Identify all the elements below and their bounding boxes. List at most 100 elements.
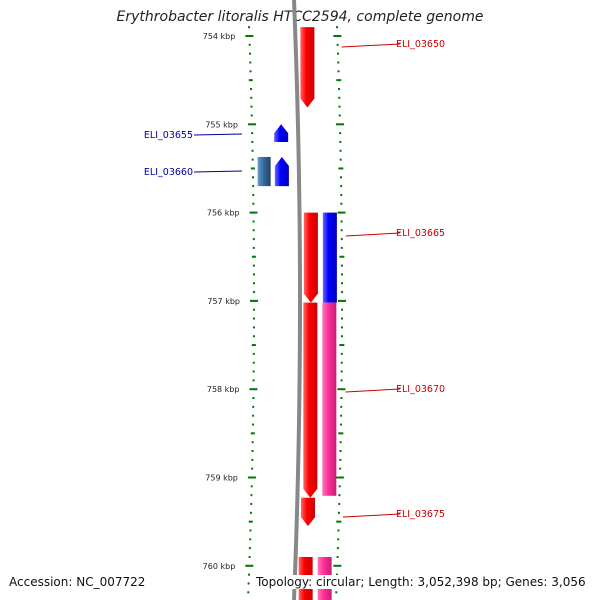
left-tick xyxy=(249,388,258,391)
right-tick xyxy=(335,591,338,594)
right-tick xyxy=(333,564,342,567)
left-tick xyxy=(245,35,254,37)
right-tick xyxy=(339,140,342,143)
left-tick xyxy=(249,511,252,514)
left-tick xyxy=(251,176,254,179)
left-tick xyxy=(251,140,254,143)
right-tick xyxy=(338,167,344,170)
left-tick xyxy=(251,467,254,470)
left-tick xyxy=(251,255,256,258)
gene-label[interactable]: ELI_03675 xyxy=(396,509,445,520)
gene-arrow-reverse[interactable] xyxy=(274,124,289,142)
left-tick xyxy=(252,379,255,382)
right-tick xyxy=(340,202,343,205)
left-tick xyxy=(248,555,251,558)
right-tick xyxy=(340,220,343,223)
right-tick xyxy=(340,397,343,400)
genome-summary-text: Topology: circular; Length: 3,052,398 bp… xyxy=(256,575,586,589)
other-feature-block[interactable] xyxy=(257,156,271,187)
left-tick xyxy=(245,564,254,567)
scale-label: 760 kbp xyxy=(203,562,236,571)
right-tick xyxy=(337,388,346,391)
left-tick xyxy=(252,282,255,285)
scale-label: 756 kbp xyxy=(207,209,240,218)
right-tick xyxy=(337,529,340,532)
scale-label: 755 kbp xyxy=(205,120,238,129)
gene-label[interactable]: ELI_03655 xyxy=(144,130,193,141)
cds-segment[interactable] xyxy=(322,302,337,496)
right-tick xyxy=(339,467,342,470)
feature-track[interactable] xyxy=(257,27,337,600)
right-tick xyxy=(336,52,339,55)
right-tick xyxy=(340,317,343,320)
gene-label[interactable]: ELI_03650 xyxy=(396,39,445,50)
right-tick xyxy=(338,502,341,505)
right-tick xyxy=(339,149,342,152)
left-tick xyxy=(252,352,255,355)
right-tick xyxy=(335,476,344,479)
left-tick xyxy=(247,123,256,126)
left-tick xyxy=(250,87,253,90)
left-tick xyxy=(248,52,251,55)
left-tick xyxy=(247,591,250,594)
right-tick xyxy=(336,555,339,558)
right-tick xyxy=(339,132,342,135)
left-tick xyxy=(249,70,252,73)
scale-labels: 754 kbp 755 kbp 756 kbp 757 kbp 758 kbp 759 k… xyxy=(203,32,240,571)
right-tick xyxy=(340,379,343,382)
right-tick xyxy=(338,105,341,108)
label-leader-line xyxy=(341,43,401,48)
gene-arrow-forward[interactable] xyxy=(303,302,318,498)
left-tick xyxy=(247,573,250,576)
left-tick xyxy=(248,520,253,523)
gene-label[interactable]: ELI_03665 xyxy=(396,228,445,239)
right-tick xyxy=(340,291,343,294)
left-tick xyxy=(251,450,254,453)
gene-arrow-reverse[interactable] xyxy=(274,156,289,187)
left-tick xyxy=(250,494,253,497)
accession-text: Accession: NC_007722 xyxy=(9,575,146,589)
gene-labels[interactable]: ELI_03650 ELI_03655 ELI_03660 ELI_03665 ELI_… xyxy=(144,39,445,520)
gene-arrow-forward[interactable] xyxy=(301,497,316,527)
left-tick xyxy=(251,158,254,161)
left-tick-track xyxy=(245,26,258,594)
right-tick xyxy=(337,538,340,541)
left-tick xyxy=(248,547,251,550)
left-tick xyxy=(251,149,254,152)
cds-segment[interactable] xyxy=(322,212,337,303)
left-tick xyxy=(247,476,256,479)
left-tick xyxy=(252,220,255,223)
right-tick xyxy=(339,158,342,161)
right-tick xyxy=(340,326,343,329)
right-tick xyxy=(335,123,344,126)
right-tick xyxy=(340,229,343,232)
left-tick xyxy=(252,238,255,241)
left-tick xyxy=(247,582,250,585)
left-tick xyxy=(251,458,254,461)
right-tick xyxy=(339,458,342,461)
gene-arrow-forward[interactable] xyxy=(303,212,318,303)
left-tick xyxy=(248,79,253,82)
left-tick xyxy=(248,43,251,46)
right-tick xyxy=(336,520,342,523)
scale-label: 754 kbp xyxy=(203,32,236,41)
left-tick xyxy=(252,202,255,205)
left-tick xyxy=(250,167,255,170)
right-tick xyxy=(336,547,339,550)
left-tick xyxy=(250,105,253,108)
left-tick xyxy=(251,132,254,135)
right-tick xyxy=(340,264,343,267)
gene-arrow-forward[interactable] xyxy=(300,27,315,108)
gene-label[interactable]: ELI_03670 xyxy=(396,384,445,395)
gene-label[interactable]: ELI_03660 xyxy=(144,167,193,178)
right-tick xyxy=(335,573,338,576)
left-tick xyxy=(252,335,255,338)
left-tick xyxy=(252,326,255,329)
left-tick xyxy=(252,405,255,408)
left-tick xyxy=(250,485,253,488)
right-tick xyxy=(339,176,342,179)
right-tick xyxy=(337,70,340,73)
left-tick xyxy=(250,502,253,505)
right-tick xyxy=(340,352,343,355)
